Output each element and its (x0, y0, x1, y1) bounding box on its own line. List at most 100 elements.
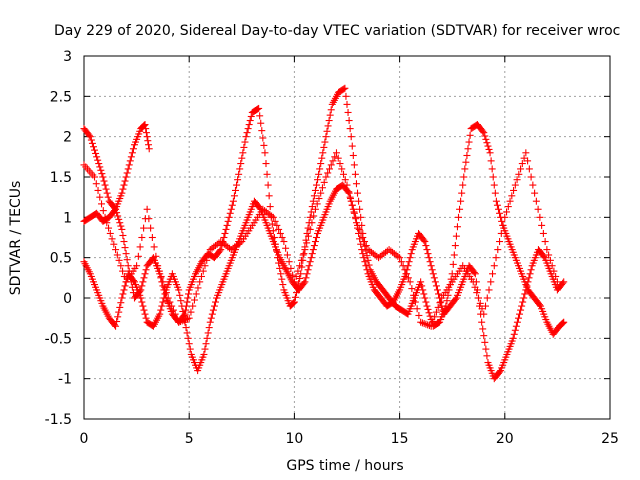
data-point (371, 251, 379, 259)
data-point (460, 173, 468, 181)
data-point (345, 188, 353, 196)
data-point (524, 278, 532, 286)
data-point (125, 161, 133, 169)
data-point (382, 248, 390, 256)
data-point (150, 243, 158, 251)
data-point (531, 189, 539, 197)
data-point (166, 298, 174, 306)
data-point (225, 213, 233, 221)
data-point (424, 305, 432, 313)
data-point (466, 131, 474, 139)
data-point (482, 302, 490, 310)
data-point (206, 246, 214, 254)
x-tick-label: 0 (80, 431, 89, 447)
data-point (301, 246, 309, 254)
data-point (425, 309, 433, 317)
data-point (237, 160, 245, 168)
y-tick-label: 0 (63, 291, 72, 307)
data-point (290, 299, 298, 307)
data-point (201, 345, 209, 353)
data-point (341, 84, 349, 92)
data-point (112, 322, 120, 330)
data-point (424, 250, 432, 258)
data-point (124, 165, 132, 173)
data-point (262, 208, 270, 216)
data-point (517, 306, 525, 314)
data-point (345, 117, 353, 125)
data-point (206, 318, 214, 326)
data-point (430, 274, 438, 282)
data-point (529, 181, 537, 189)
data-point (305, 262, 313, 270)
data-point (134, 252, 142, 260)
data-point (408, 285, 416, 293)
data-point (213, 240, 221, 248)
data-point (139, 278, 147, 286)
data-point (229, 197, 237, 205)
data-point (183, 315, 191, 323)
data-point (451, 242, 459, 250)
data-point (471, 270, 479, 278)
data-point (355, 197, 363, 205)
data-point (142, 129, 150, 137)
data-point (478, 305, 486, 313)
data-point (483, 294, 491, 302)
y-tick-label: -0.5 (45, 331, 72, 347)
data-point (524, 157, 532, 165)
data-point (258, 127, 266, 135)
data-point (522, 149, 530, 157)
data-point (196, 278, 204, 286)
data-point (318, 154, 326, 162)
data-point (456, 205, 464, 213)
data-point (517, 165, 525, 173)
data-point (423, 302, 431, 310)
data-point (141, 310, 149, 318)
data-point (142, 125, 150, 133)
data-point (236, 239, 244, 247)
x-tick-label: 5 (185, 431, 194, 447)
data-point (185, 314, 193, 322)
data-point (405, 258, 413, 266)
data-point (303, 270, 311, 278)
data-point (450, 251, 458, 259)
data-point (231, 243, 239, 251)
y-tick-label: -1 (58, 372, 72, 388)
data-point (91, 173, 99, 181)
data-point (96, 163, 104, 171)
data-point (221, 229, 229, 237)
data-point (161, 283, 169, 291)
data-point (176, 291, 184, 299)
data-point (189, 302, 197, 310)
data-point (143, 133, 151, 141)
data-point (140, 274, 148, 282)
data-point (411, 298, 419, 306)
data-point (325, 117, 333, 125)
data-point (352, 215, 360, 223)
data-point (558, 320, 566, 328)
data-point (483, 352, 491, 360)
data-point (375, 254, 383, 262)
data-point (397, 258, 405, 266)
data-point (415, 311, 423, 319)
data-point (380, 250, 388, 258)
data-point (449, 260, 457, 268)
data-point (522, 286, 530, 294)
data-point (320, 143, 328, 151)
data-point (179, 307, 187, 315)
data-point (276, 229, 284, 237)
data-point (183, 298, 191, 306)
data-point (422, 298, 430, 306)
data-point (553, 278, 561, 286)
data-point (486, 149, 494, 157)
data-point (121, 177, 129, 185)
data-point (319, 149, 327, 157)
data-point (392, 251, 400, 259)
data-point (327, 106, 335, 114)
data-point (518, 302, 526, 310)
data-point (246, 117, 254, 125)
data-point (485, 145, 493, 153)
data-point (324, 122, 332, 130)
data-point (222, 225, 230, 233)
data-point (291, 293, 299, 301)
data-point (219, 239, 227, 247)
